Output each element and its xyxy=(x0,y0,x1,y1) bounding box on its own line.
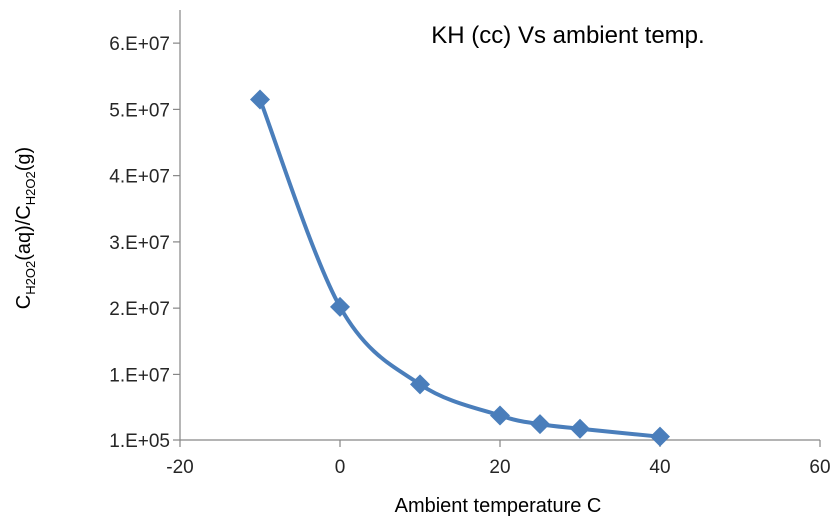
x-tick-label: 60 xyxy=(809,457,830,478)
x-ticks: -20 0 20 40 60 xyxy=(166,440,831,478)
data-point-marker xyxy=(410,374,430,395)
x-tick-label: 40 xyxy=(649,457,670,478)
x-tick-label: 0 xyxy=(335,457,346,478)
y-axis-label-part: (aq)/C xyxy=(13,205,35,261)
y-axis-label: CH2O2(aq)/CH2O2(g) xyxy=(13,147,38,309)
y-tick-label: 4.E+07 xyxy=(109,167,170,188)
data-point-marker xyxy=(530,414,550,435)
series-markers xyxy=(250,89,670,447)
y-tick-label: 1.E+07 xyxy=(109,365,170,386)
y-tick-label: 2.E+07 xyxy=(109,299,170,320)
x-axis-label: Ambient temperature C xyxy=(395,495,602,517)
y-tick-label: 6.E+07 xyxy=(109,34,170,55)
y-axis-label-part: C xyxy=(13,295,35,309)
y-tick-label: 3.E+07 xyxy=(109,233,170,254)
data-point-marker xyxy=(650,426,670,447)
x-tick-label: -20 xyxy=(166,457,193,478)
data-point-marker xyxy=(570,418,590,439)
series-line xyxy=(258,97,662,439)
x-tick-label: 20 xyxy=(489,457,510,478)
y-axis-label-part: (g) xyxy=(13,147,35,171)
data-point-marker xyxy=(330,296,350,317)
y-axis-label-subscript: H2O2 xyxy=(23,261,38,295)
y-tick-label: 1.E+05 xyxy=(109,431,170,452)
data-point-marker xyxy=(250,89,270,110)
data-point-marker xyxy=(490,405,510,426)
chart-title: KH (cc) Vs ambient temp. xyxy=(431,22,704,49)
y-ticks: 1.E+05 1.E+07 2.E+07 3.E+07 4.E+07 5.E+07 6.E+… xyxy=(109,34,180,452)
y-tick-label: 5.E+07 xyxy=(109,100,170,121)
y-axis-label-subscript: H2O2 xyxy=(23,171,38,205)
